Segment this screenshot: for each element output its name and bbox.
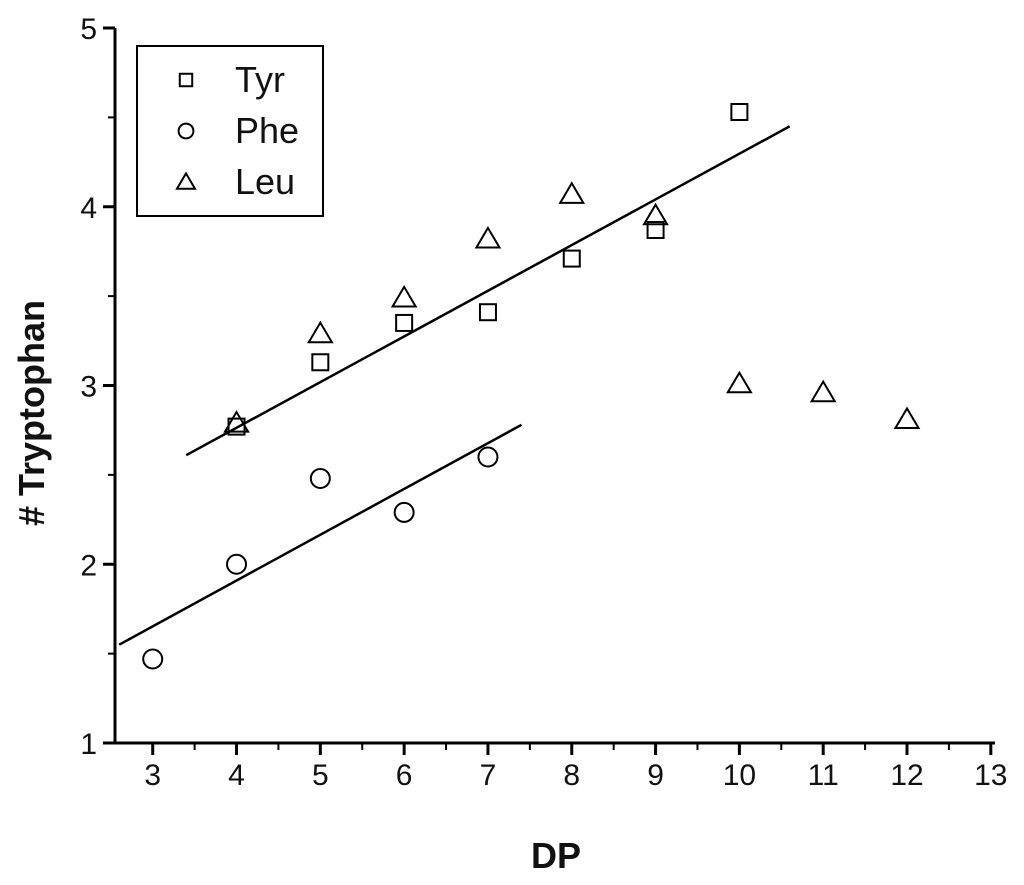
data-point-tyr <box>646 220 665 239</box>
x-tick-label: 8 <box>563 759 580 792</box>
legend-label-leu: Leu <box>235 161 295 202</box>
data-point-tyr <box>478 303 497 322</box>
legend: Tyr Phe Leu <box>136 45 324 217</box>
y-tick-label: 4 <box>80 192 97 225</box>
x-tick-label: 4 <box>228 759 245 792</box>
x-tick-label: 6 <box>396 759 413 792</box>
y-tick-label: 1 <box>80 728 97 761</box>
y-axis-title: # Tryptophan <box>11 300 52 526</box>
x-tick-label: 7 <box>480 759 497 792</box>
data-point-tyr <box>562 249 581 268</box>
data-point-leu <box>893 406 921 430</box>
fit-line <box>185 125 791 457</box>
data-points <box>142 103 921 670</box>
data-point-leu <box>558 181 586 204</box>
x-tick-label: 11 <box>808 759 839 792</box>
legend-marker-phe <box>177 122 195 140</box>
legend-marker-tyr <box>178 72 194 88</box>
x-tick-label: 9 <box>647 759 664 792</box>
x-tick-label: 13 <box>974 759 1007 792</box>
data-point-phe <box>477 446 499 468</box>
data-point-leu <box>390 284 418 308</box>
x-tick-label: 10 <box>723 759 756 792</box>
data-point-tyr <box>395 313 414 332</box>
data-point-leu <box>726 370 753 394</box>
fit-line <box>118 423 523 646</box>
data-point-phe <box>226 553 248 575</box>
y-tick-label: 3 <box>80 371 97 404</box>
legend-box <box>136 45 324 217</box>
data-point-leu <box>307 320 334 344</box>
data-point-phe <box>309 467 331 489</box>
data-point-leu <box>474 225 502 249</box>
y-tick-label: 2 <box>80 549 97 582</box>
legend-marker-leu <box>175 171 197 190</box>
data-point-leu <box>809 379 837 403</box>
data-point-tyr <box>311 353 330 372</box>
x-tick-label: 12 <box>890 759 923 792</box>
data-point-phe <box>393 501 415 523</box>
fit-lines <box>118 125 791 646</box>
y-tick-label: 5 <box>80 13 97 46</box>
x-tick-label: 3 <box>144 759 161 792</box>
data-point-leu <box>642 202 669 226</box>
x-axis-title: DP <box>531 835 581 876</box>
x-tick-label: 5 <box>312 759 329 792</box>
legend-label-phe: Phe <box>235 110 299 151</box>
legend-label-tyr: Tyr <box>235 59 285 100</box>
data-point-phe <box>142 648 164 670</box>
data-point-leu <box>223 410 250 433</box>
data-point-tyr <box>730 103 749 122</box>
